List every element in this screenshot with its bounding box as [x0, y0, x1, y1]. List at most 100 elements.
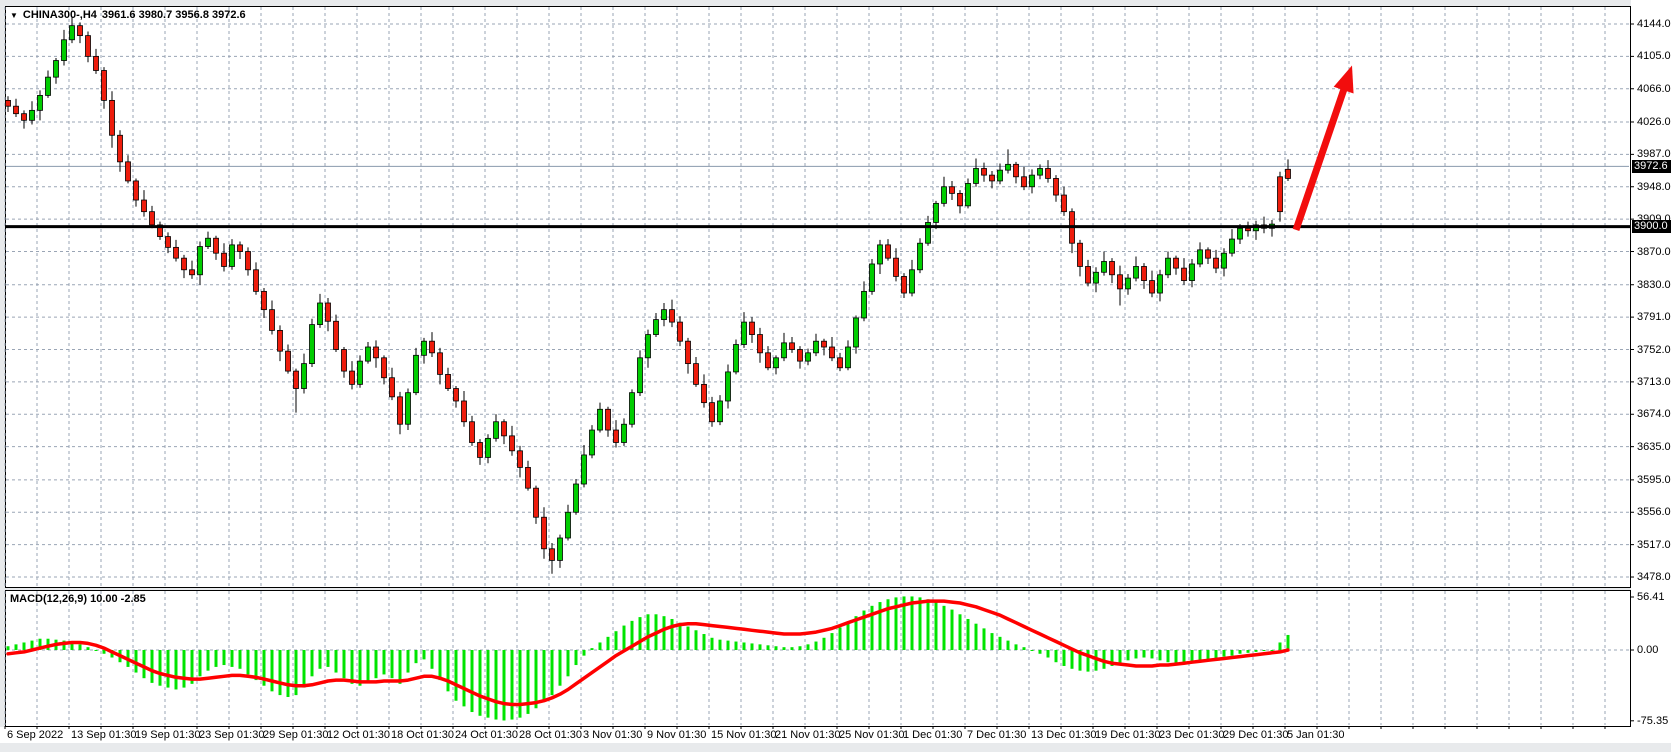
candle[interactable] — [789, 342, 795, 350]
candle[interactable] — [749, 321, 755, 335]
candle[interactable] — [1133, 266, 1139, 279]
candle[interactable] — [1117, 274, 1123, 290]
candle[interactable] — [581, 454, 587, 485]
candle[interactable] — [893, 257, 899, 277]
candle[interactable] — [629, 392, 635, 425]
candle[interactable] — [1197, 249, 1203, 265]
candle[interactable] — [477, 442, 483, 458]
candle[interactable] — [1093, 271, 1099, 284]
candle[interactable] — [781, 342, 787, 359]
candle[interactable] — [5, 99, 11, 107]
candle[interactable] — [1189, 263, 1195, 281]
candle[interactable] — [813, 340, 819, 354]
candle[interactable] — [373, 346, 379, 359]
candle[interactable] — [85, 35, 91, 57]
candle[interactable] — [453, 388, 459, 402]
candle[interactable] — [829, 346, 835, 359]
candle[interactable] — [461, 400, 467, 423]
candle[interactable] — [933, 202, 939, 223]
candle[interactable] — [517, 450, 523, 468]
candle[interactable] — [773, 357, 779, 369]
candle[interactable] — [757, 334, 763, 354]
candle[interactable] — [557, 537, 563, 561]
candle[interactable] — [605, 408, 611, 431]
candle[interactable] — [1173, 257, 1179, 269]
price-chart-panel[interactable] — [5, 6, 1631, 588]
candle[interactable] — [333, 320, 339, 350]
candle[interactable] — [1277, 176, 1283, 213]
candle[interactable] — [437, 352, 443, 375]
candle[interactable] — [821, 340, 827, 348]
candle[interactable] — [765, 352, 771, 369]
candle[interactable] — [205, 237, 211, 247]
candle[interactable] — [213, 237, 219, 254]
candle[interactable] — [21, 113, 27, 121]
candle[interactable] — [1213, 257, 1219, 269]
candle[interactable] — [397, 396, 403, 425]
candle[interactable] — [621, 423, 627, 443]
candle[interactable] — [1037, 168, 1043, 176]
candle[interactable] — [1221, 252, 1227, 269]
candle[interactable] — [973, 168, 979, 184]
candle[interactable] — [365, 346, 371, 362]
candle[interactable] — [741, 321, 747, 345]
candle[interactable] — [1061, 194, 1067, 213]
candle[interactable] — [309, 324, 315, 365]
candle[interactable] — [421, 340, 427, 356]
candle[interactable] — [93, 55, 99, 71]
candle[interactable] — [925, 222, 931, 244]
macd-indicator-panel[interactable] — [5, 590, 1631, 727]
candle[interactable] — [1181, 267, 1187, 281]
candle[interactable] — [1021, 176, 1027, 188]
candle[interactable] — [1165, 257, 1171, 276]
candle[interactable] — [141, 199, 147, 213]
candle[interactable] — [1013, 163, 1019, 178]
candle[interactable] — [181, 257, 187, 271]
candle[interactable] — [69, 25, 75, 41]
candle[interactable] — [229, 244, 235, 267]
candle[interactable] — [221, 252, 227, 267]
candle[interactable] — [325, 302, 331, 322]
candle[interactable] — [1085, 266, 1091, 284]
candle[interactable] — [957, 192, 963, 207]
candle[interactable] — [653, 319, 659, 335]
candle[interactable] — [285, 350, 291, 372]
candle[interactable] — [981, 168, 987, 176]
candle[interactable] — [469, 421, 475, 443]
candle[interactable] — [45, 76, 51, 96]
candle[interactable] — [253, 269, 259, 292]
candle[interactable] — [709, 402, 715, 423]
candle[interactable] — [637, 357, 643, 394]
candle[interactable] — [661, 309, 667, 321]
candle[interactable] — [405, 392, 411, 425]
candle[interactable] — [1053, 178, 1059, 196]
chevron-down-icon[interactable]: ▼ — [10, 10, 18, 20]
candle[interactable] — [917, 242, 923, 271]
candle[interactable] — [1141, 266, 1147, 281]
candle[interactable] — [1205, 249, 1211, 259]
candle[interactable] — [909, 269, 915, 294]
candle[interactable] — [533, 487, 539, 518]
candle[interactable] — [717, 400, 723, 423]
candle[interactable] — [301, 363, 307, 389]
candle[interactable] — [701, 383, 707, 404]
candle[interactable] — [797, 349, 803, 362]
candle[interactable] — [549, 548, 555, 561]
candle[interactable] — [725, 371, 731, 402]
candle[interactable] — [493, 421, 499, 439]
candle[interactable] — [901, 276, 907, 294]
candle[interactable] — [861, 290, 867, 319]
candle[interactable] — [877, 244, 883, 265]
candle[interactable] — [1237, 227, 1243, 240]
candle[interactable] — [429, 340, 435, 354]
candle[interactable] — [413, 354, 419, 394]
candle[interactable] — [733, 344, 739, 373]
candle[interactable] — [677, 321, 683, 342]
candle[interactable] — [1125, 277, 1131, 290]
candle[interactable] — [357, 360, 363, 385]
candle[interactable] — [245, 251, 251, 271]
candle[interactable] — [165, 236, 171, 248]
candle[interactable] — [885, 244, 891, 259]
candle[interactable] — [597, 408, 603, 431]
